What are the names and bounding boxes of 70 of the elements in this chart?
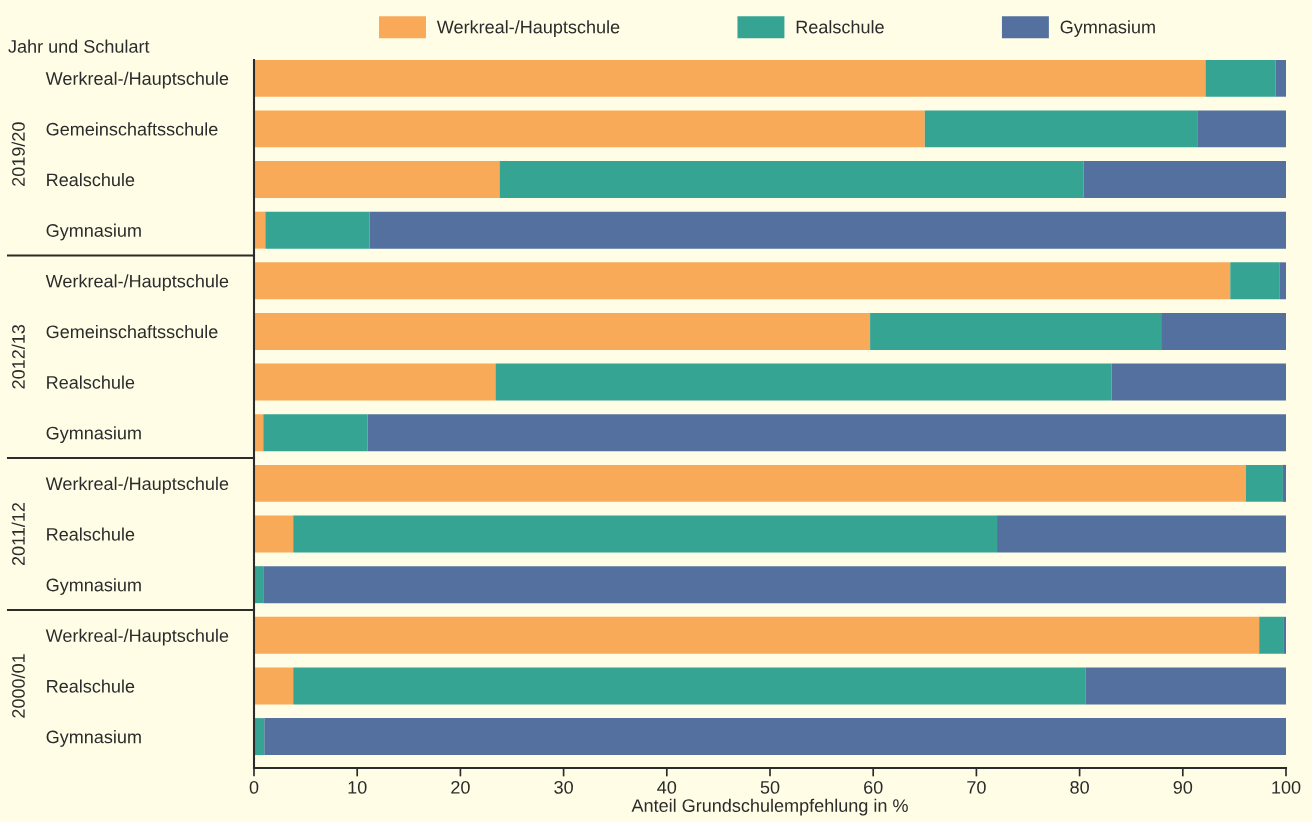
bar (264, 718, 1286, 756)
bar (1282, 464, 1286, 502)
bar (263, 414, 368, 452)
x-axis-title: Anteil Grundschulempfehlung in % (631, 798, 908, 816)
x-tick-label: 100 (1272, 780, 1301, 794)
x-tick-label: 50 (760, 780, 780, 794)
y-tick-label: Gemeinschaftsschule (46, 122, 218, 136)
x-tick-label: 80 (1070, 780, 1089, 794)
y-tick-label: Gymnasium (46, 223, 141, 241)
bar (254, 363, 496, 401)
bar (997, 515, 1286, 553)
bar (1230, 262, 1280, 300)
bar (495, 363, 1112, 401)
x-tick-label: 30 (554, 780, 573, 794)
text: 2000/01 (11, 654, 25, 718)
bar (1245, 464, 1283, 502)
y-tick-label: Werkreal-/Hauptschule (45, 71, 229, 89)
x-tick-label: 10 (348, 780, 367, 794)
bar (369, 211, 1286, 249)
bar (1279, 262, 1286, 300)
y-tick-label: Realschule (47, 172, 135, 187)
bar (254, 464, 1246, 502)
x-tick-label: 60 (864, 780, 883, 794)
y-tick-label: Gemeinschaftsschule (46, 324, 218, 339)
text: 2011/12 (11, 502, 25, 566)
bar (1197, 110, 1286, 148)
bar (1283, 616, 1286, 654)
bar (1275, 60, 1286, 97)
text: 2012/13 (11, 324, 25, 389)
y-tick-label: Realschule (47, 375, 135, 389)
bar (254, 110, 925, 148)
y-axis-title: Jahr und Schulart (8, 39, 150, 53)
bar (254, 667, 294, 705)
bar (1161, 312, 1286, 350)
x-tick-label: 70 (967, 780, 986, 794)
bar (265, 211, 370, 249)
bar (924, 110, 1198, 148)
text: 2019/20 (11, 122, 25, 186)
x-tick-label: 90 (1173, 780, 1193, 794)
bar (263, 566, 1286, 604)
bar (254, 515, 294, 553)
legend-label: Gymnasium (1060, 20, 1155, 37)
bar (293, 667, 1086, 705)
y-tick-label: Werkreal-/Hauptschule (45, 628, 229, 646)
y-tick-label: Gymnasium (46, 578, 141, 595)
bar (1205, 60, 1276, 97)
y-tick-label: Werkreal-/Hauptschule (45, 476, 229, 494)
y-tick-label: Werkreal-/Hauptschule (45, 274, 229, 292)
bar (254, 262, 1231, 300)
bar (254, 161, 500, 198)
x-tick-label: 40 (657, 780, 677, 794)
legend-label: Realschule (796, 20, 884, 34)
bar (254, 312, 871, 350)
y-tick-label: Gymnasium (46, 426, 141, 444)
x-tick-label: 20 (451, 780, 470, 794)
bar (1259, 616, 1284, 654)
bar (293, 515, 998, 553)
x-tick-label: 0 (249, 780, 259, 794)
bar (1111, 363, 1286, 401)
y-tick-label: Gymnasium (46, 730, 141, 747)
bar (1083, 161, 1286, 198)
bar (254, 60, 1206, 97)
legend-label: Werkreal-/Hauptschule (436, 20, 620, 37)
y-tick-label: Realschule (47, 527, 135, 541)
y-tick-label: Realschule (47, 679, 135, 693)
bar (499, 161, 1084, 198)
bar (870, 312, 1162, 350)
bar (1085, 667, 1286, 705)
bar (254, 616, 1260, 654)
bar (367, 414, 1286, 452)
